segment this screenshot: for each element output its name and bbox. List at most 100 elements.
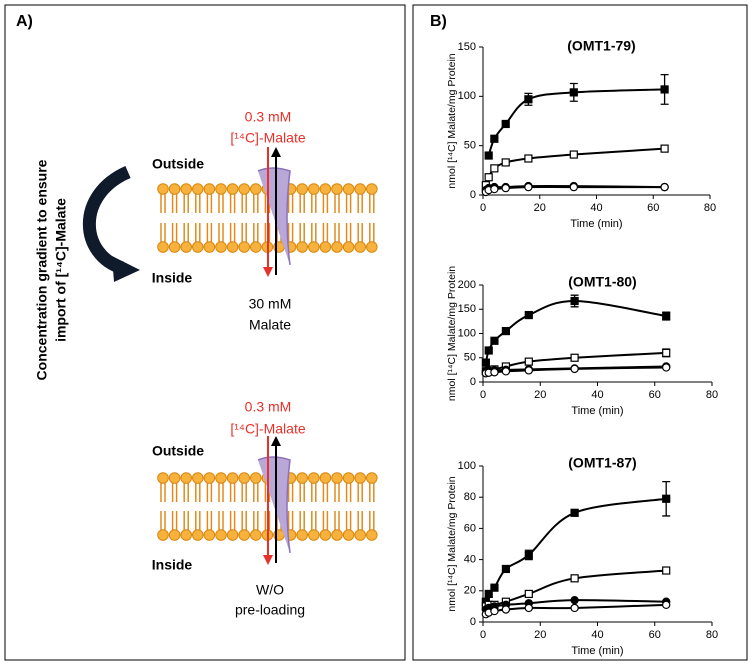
y-axis-label: nmol [¹⁴C] Malate/mg Protein [446,53,458,188]
x-tick-label: 80 [706,389,718,401]
lipid-head [168,241,181,253]
x-tick-label: 40 [591,629,603,641]
lipid-head [342,529,355,541]
lipid-head [203,529,216,541]
lipid-head [308,472,320,484]
substrate: [¹⁴C]-Malate [230,130,305,146]
lipid-head [308,183,320,195]
inside-label: Inside [152,557,193,573]
lipid-head [192,241,204,253]
lipid-head [354,183,367,195]
lipid-head [366,529,378,541]
point [660,144,669,153]
x-tick-label: 0 [480,389,486,401]
lipid-head [342,472,355,484]
point [481,358,490,367]
x-tick-label: 0 [480,629,486,641]
point [490,184,499,194]
point [524,550,533,560]
side-label: Concentration gradient to ensure import … [34,159,69,380]
x-axis-label: Time (min) [571,405,623,417]
point [490,368,499,377]
lipid-head [319,241,332,253]
x-tick-label: 0 [480,202,486,214]
lipid-head [238,183,250,195]
point [662,363,671,372]
point [484,151,493,160]
y-axis-label: nmol [¹⁴C] Malate/mg Protein [446,476,458,611]
x-tick-label: 40 [590,202,602,214]
point [570,353,579,362]
y-tick-label: 100 [458,90,476,102]
lipid-head [354,241,367,253]
point [501,367,511,376]
lipid-head [250,241,262,253]
membrane [157,147,378,277]
lipid-head [157,241,169,253]
point [484,173,493,182]
point [570,508,579,517]
lipid-head [354,472,367,484]
point [501,326,510,336]
lipid-head [238,472,250,484]
lipid-head [157,183,169,195]
y-tick-label: 50 [464,140,476,152]
y-tick-label: 150 [458,303,476,315]
x-axis-label: Time (min) [570,218,622,230]
point [570,603,579,613]
x-tick-label: 40 [591,389,603,401]
curved-arrow [83,166,131,275]
y-tick-label: 0 [470,189,476,201]
point [501,183,510,193]
x-tick-label: 60 [649,389,661,401]
lipid-head [250,472,262,484]
point [490,164,499,173]
point [570,296,579,306]
lipid-head [192,183,204,195]
lipid-head [192,472,204,484]
y-tick-label: 20 [464,585,476,597]
point [660,85,669,94]
lipid-head [366,183,378,195]
point [490,583,499,592]
y-tick-label: 50 [464,352,476,364]
lipid-head [168,183,181,195]
import-arrow-head [263,555,273,565]
lipid-head [215,472,227,484]
y-tick-label: 0 [470,616,476,628]
y-axis-label: nmol [¹⁴C] Malate/mg Protein [446,266,458,401]
lipid-head [226,183,239,195]
y-tick-label: 100 [458,460,476,472]
point [501,158,510,167]
lipid-head [226,472,239,484]
chart-title: (OMT1-87) [568,455,636,471]
lipid-head [226,241,239,253]
lipid-head [308,241,320,253]
point [569,182,579,192]
x-tick-label: 80 [704,202,716,214]
condition: Malate [249,317,291,333]
lipid-head [331,183,343,195]
curved-arrow-head [112,256,140,282]
lipid-head [180,529,192,541]
lipid-head [296,183,309,195]
transporter [257,456,291,554]
import-arrow-head [263,267,273,277]
point [662,600,671,610]
point [484,346,493,355]
lipid-head [342,183,355,195]
lipid-head [215,183,227,195]
point [524,95,533,104]
lipid-head [308,529,320,541]
chart-title: (OMT1-80) [568,274,636,290]
point [662,311,671,321]
x-tick-label: 60 [647,202,659,214]
lipid-head [366,472,378,484]
lipid-head [180,183,192,195]
point [524,357,533,366]
point [569,88,578,97]
lipid-head [296,241,309,253]
lipid-head [319,529,332,541]
point [524,182,533,192]
substrate: [¹⁴C]-Malate [230,421,305,437]
